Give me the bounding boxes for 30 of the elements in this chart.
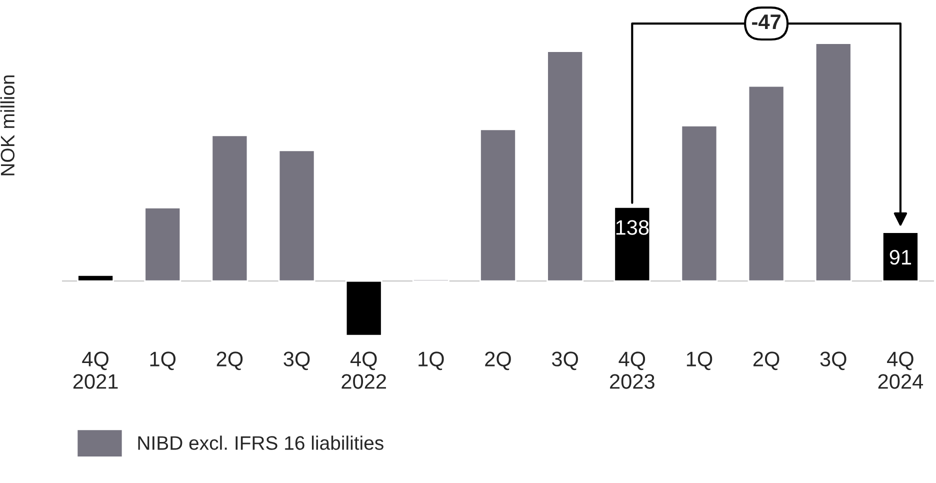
x-tick-label: 3Q [284, 352, 310, 370]
bar [814, 42, 852, 282]
bar [144, 206, 182, 282]
x-tick-label: 1Q [150, 352, 176, 370]
bar [345, 280, 382, 336]
x-tick-label: 4Q 2023 [610, 352, 654, 389]
bar [211, 134, 248, 282]
data-label: 91 [890, 250, 912, 265]
bar [614, 206, 651, 282]
x-tick-label: 3Q [820, 352, 846, 370]
y-axis-title: NOK million [0, 75, 15, 176]
x-tick-label: 1Q [686, 352, 712, 370]
bar [278, 150, 316, 282]
x-tick-label: 4Q 2021 [73, 352, 118, 389]
x-tick-label: 2Q [216, 352, 243, 370]
bar [480, 128, 516, 282]
text: -47 [752, 14, 780, 29]
data-label: 138 [616, 220, 649, 235]
x-tick-label: 1Q [418, 352, 444, 370]
x-tick-label: 4Q 2022 [342, 352, 386, 389]
x-tick-label: 4Q 2024 [878, 352, 924, 389]
x-tick-label: 3Q [552, 352, 578, 370]
x-tick-label: 2Q [485, 352, 511, 370]
bar [882, 232, 919, 282]
bar [680, 125, 718, 282]
x-tick-label: 2Q [753, 352, 780, 370]
legend-label: NIBD excl. IFRS 16 liabilities [138, 436, 384, 450]
bar [546, 50, 584, 282]
bar [77, 274, 114, 282]
bar [748, 85, 785, 282]
